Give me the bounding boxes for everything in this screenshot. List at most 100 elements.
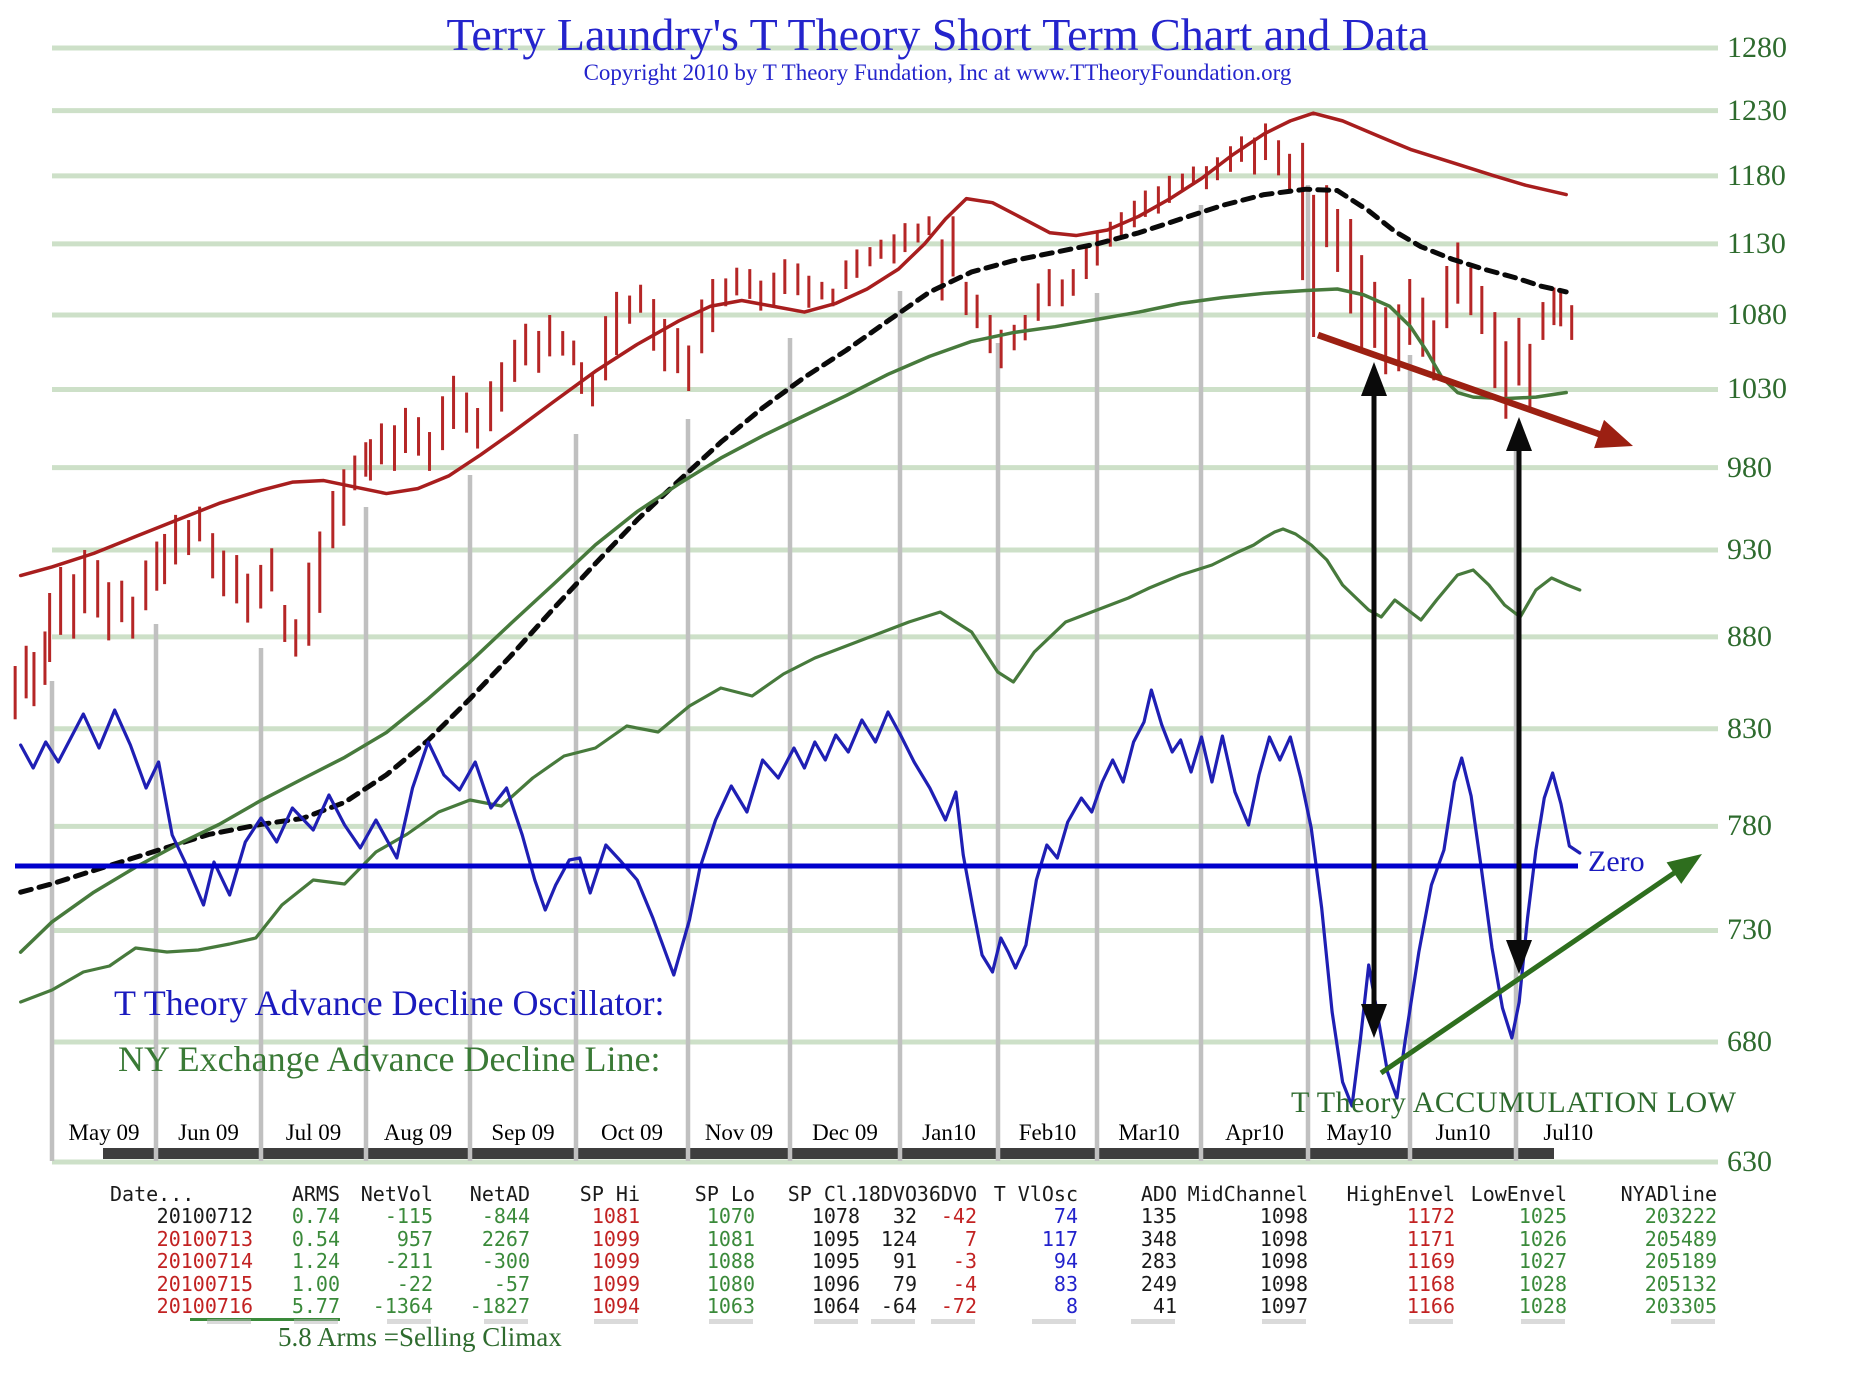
low-envelope-line: [18, 287, 1568, 954]
table-cell-r0-c8: -42: [940, 1204, 977, 1228]
y-axis-label-1080: 1080: [1727, 297, 1787, 331]
table-cell-r3-c6: 1096: [811, 1271, 860, 1296]
table-cell-r1-c13: 1026: [1518, 1226, 1567, 1251]
table-header-MidChannel: MidChannel: [1187, 1182, 1308, 1206]
month-label-Nov09: Nov 09: [704, 1120, 774, 1145]
y-axis-label-1130: 1130: [1727, 226, 1786, 260]
table-cell-r4-c0: 20100716: [156, 1294, 253, 1318]
table-cell-r3-c3: -57: [493, 1271, 530, 1296]
table-header-SPHi: SP Hi: [579, 1182, 640, 1206]
table-header-Date: Date...: [110, 1182, 195, 1206]
y-axis-label-730: 730: [1727, 913, 1772, 947]
table-cell-r3-c5: 1080: [706, 1271, 755, 1296]
table-cell-r3-c12: 1168: [1406, 1271, 1455, 1296]
month-label-May09: May 09: [68, 1120, 140, 1145]
y-axis-label-930: 930: [1727, 532, 1772, 566]
t-low-arrow-2-head: [1506, 940, 1532, 974]
table-cell-r3-c4: 1099: [591, 1271, 640, 1296]
y-axis-label-980: 980: [1727, 450, 1772, 484]
month-axis-bar: [103, 1148, 1554, 1159]
table-cell-r3-c8: -4: [952, 1271, 977, 1296]
table-cell-r0-c13: 1025: [1518, 1204, 1567, 1228]
table-cell-r4-c7: -64: [880, 1294, 917, 1318]
table-cell-r0-c6: 1078: [811, 1204, 860, 1228]
y-axis-label-680: 680: [1727, 1024, 1772, 1058]
table-cell-r2-c11: 1098: [1259, 1249, 1308, 1273]
table-cell-r2-c14: 205189: [1644, 1249, 1717, 1273]
table-ghost-row-mark: [871, 1319, 915, 1324]
t-low-arrow-1-head: [1361, 1004, 1387, 1038]
table-header-ARMS: ARMS: [291, 1182, 340, 1206]
table-ghost-row-mark: [387, 1319, 431, 1324]
month-label-Oct09: Oct 09: [601, 1120, 663, 1145]
table-header-ADO: ADO: [1140, 1182, 1177, 1206]
y-axis-label-780: 780: [1727, 809, 1772, 843]
table-header-SPCl: SP Cl.: [787, 1182, 860, 1206]
table-cell-r4-c6: 1064: [811, 1294, 860, 1318]
table-cell-r3-c10: 249: [1140, 1271, 1177, 1296]
table-cell-r1-c5: 1081: [706, 1226, 755, 1251]
table-cell-r2-c6: 1095: [811, 1249, 860, 1273]
t-low-arrow-1-head: [1361, 362, 1387, 396]
table-ghost-row-mark: [594, 1319, 638, 1324]
table-cell-r3-c13: 1028: [1518, 1271, 1567, 1296]
table-cell-r1-c0: 20100713: [156, 1226, 253, 1251]
month-label-Jun10: Jun10: [1435, 1120, 1491, 1145]
y-axis-label-1030: 1030: [1727, 372, 1787, 406]
table-header-LowEnvel: LowEnvel: [1470, 1182, 1567, 1206]
table-cell-r2-c0: 20100714: [156, 1249, 253, 1273]
table-cell-r0-c1: 0.74: [291, 1204, 340, 1228]
nyad-line: [19, 527, 1582, 1004]
table-cell-r4-c12: 1166: [1406, 1294, 1455, 1318]
table-cell-r4-c13: 1028: [1518, 1294, 1567, 1318]
table-cell-r4-c8: -72: [940, 1294, 977, 1318]
table-cell-r1-c3: 2267: [481, 1226, 530, 1251]
table-cell-r0-c11: 1098: [1259, 1204, 1308, 1228]
table-cell-r1-c8: 7: [964, 1226, 977, 1251]
table-cell-r0-c7: 32: [892, 1204, 917, 1228]
accumulation-trend-arrow-shaft: [1379, 867, 1681, 1076]
table-ghost-row-mark: [1032, 1319, 1076, 1324]
accumulation-trend-arrow-head: [1666, 854, 1702, 884]
table-cell-r1-c9: 117: [1041, 1226, 1078, 1251]
table-ghost-row-mark: [294, 1319, 338, 1324]
table-cell-r2-c13: 1027: [1518, 1249, 1567, 1273]
table-cell-r0-c2: -115: [384, 1204, 433, 1228]
table-cell-r2-c9: 94: [1053, 1249, 1078, 1273]
table-cell-r4-c2: -1364: [372, 1294, 433, 1318]
table-cell-r2-c3: -300: [481, 1249, 530, 1273]
table-ghost-row-mark: [814, 1319, 858, 1324]
table-cell-r4-c3: -1827: [469, 1294, 530, 1318]
zero-label: Zero: [1588, 845, 1645, 878]
table-cell-r3-c11: 1098: [1259, 1271, 1308, 1296]
table-ghost-row-mark: [1521, 1319, 1565, 1324]
table-cell-r1-c11: 1098: [1259, 1226, 1308, 1251]
table-header-18DVO: 18DVO: [856, 1182, 917, 1206]
table-ghost-row-mark: [1131, 1319, 1175, 1324]
table-cell-r3-c2: -22: [396, 1271, 433, 1296]
table-cell-r1-c2: 957: [396, 1226, 433, 1251]
table-header-SPLo: SP Lo: [694, 1182, 755, 1206]
table-cell-r1-c1: 0.54: [291, 1226, 340, 1251]
table-header-TVlOsc: T VlOsc: [993, 1182, 1078, 1206]
table-cell-r4-c10: 41: [1152, 1294, 1177, 1318]
y-axis-label-1280: 1280: [1727, 31, 1787, 64]
month-label-Mar10: Mar10: [1118, 1120, 1180, 1145]
table-cell-r1-c10: 348: [1140, 1226, 1177, 1251]
table-cell-r3-c9: 83: [1053, 1271, 1078, 1296]
declining-trend-arrow-head: [1594, 419, 1633, 449]
table-header-HighEnvel: HighEnvel: [1346, 1182, 1455, 1206]
table-cell-r1-c6: 1095: [811, 1226, 860, 1251]
table-cell-r2-c2: -211: [384, 1249, 433, 1273]
selling-climax-note: 5.8 Arms =Selling Climax: [278, 1322, 562, 1352]
table-cell-r2-c5: 1088: [706, 1249, 755, 1273]
table-ghost-row-mark: [709, 1319, 753, 1324]
month-label-Apr10: Apr10: [1225, 1120, 1284, 1145]
table-cell-r0-c0: 20100712: [156, 1204, 253, 1228]
table-cell-r0-c9: 74: [1053, 1204, 1078, 1228]
table-cell-r1-c7: 124: [880, 1226, 917, 1251]
copyright-line: Copyright 2010 by T Theory Fundation, In…: [583, 60, 1292, 85]
table-cell-r4-c4: 1094: [591, 1294, 640, 1318]
